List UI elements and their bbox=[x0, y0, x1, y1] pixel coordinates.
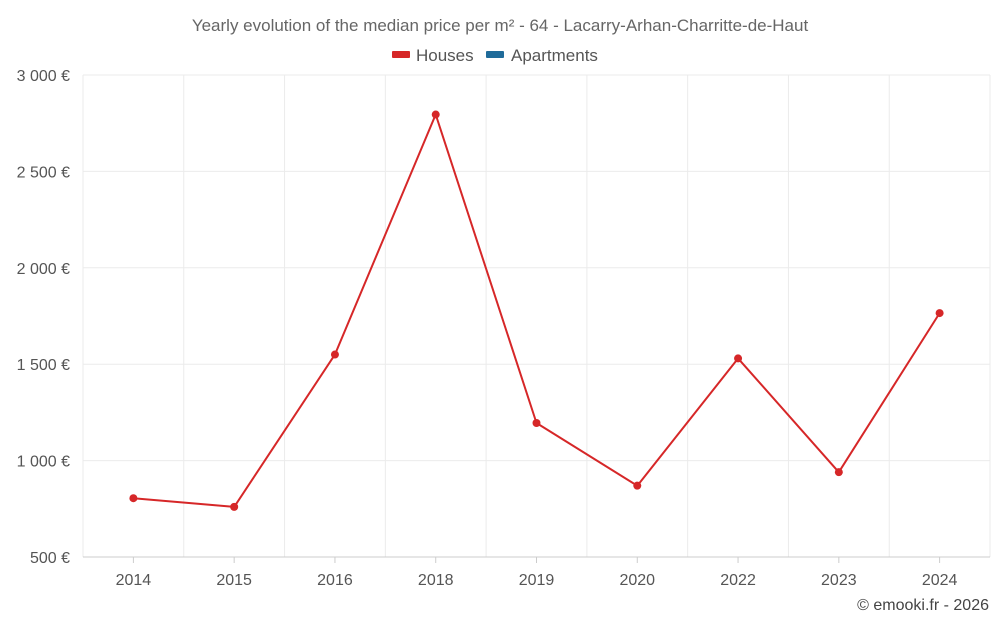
y-tick-label: 500 € bbox=[30, 550, 70, 567]
y-tick-label: 3 000 € bbox=[17, 68, 70, 85]
legend-item-houses[interactable]: Houses bbox=[392, 46, 474, 65]
houses-point-2020[interactable] bbox=[633, 481, 642, 490]
x-axis-ticks: 2014 2015 2016 2018 2019 2020 2022 2023 2024 bbox=[116, 557, 958, 589]
houses-point-2015[interactable] bbox=[230, 502, 239, 511]
legend: Houses Apartments bbox=[392, 46, 598, 65]
x-tick-label: 2024 bbox=[922, 572, 958, 589]
houses-point-2023[interactable] bbox=[834, 468, 843, 477]
credit-text: © emooki.fr - 2026 bbox=[857, 597, 989, 614]
x-tick-label: 2015 bbox=[216, 572, 252, 589]
y-tick-label: 1 000 € bbox=[17, 454, 70, 471]
houses-point-2022[interactable] bbox=[734, 354, 743, 363]
x-tick-label: 2018 bbox=[418, 572, 454, 589]
grid bbox=[82, 74, 991, 557]
y-tick-label: 2 000 € bbox=[17, 261, 70, 278]
x-tick-label: 2019 bbox=[519, 572, 555, 589]
y-tick-label: 1 500 € bbox=[17, 357, 70, 374]
chart-title: Yearly evolution of the median price per… bbox=[192, 16, 809, 35]
x-tick-label: 2022 bbox=[720, 572, 756, 589]
houses-point-2016[interactable] bbox=[330, 350, 339, 359]
x-tick-label: 2020 bbox=[619, 572, 655, 589]
series-houses bbox=[129, 110, 944, 511]
houses-point-2024[interactable] bbox=[935, 309, 944, 318]
x-tick-label: 2016 bbox=[317, 572, 353, 589]
legend-swatch-apartments bbox=[486, 51, 504, 58]
legend-item-apartments[interactable]: Apartments bbox=[486, 46, 598, 65]
x-tick-label: 2014 bbox=[116, 572, 152, 589]
x-tick-label: 2023 bbox=[821, 572, 857, 589]
legend-label-houses: Houses bbox=[416, 46, 474, 65]
y-axis-ticks: 500 € 1 000 € 1 500 € 2 000 € 2 500 € 3 000 € bbox=[17, 68, 70, 567]
houses-line bbox=[133, 113, 941, 508]
legend-swatch-houses bbox=[392, 51, 410, 58]
legend-label-apartments: Apartments bbox=[511, 46, 598, 65]
y-tick-label: 2 500 € bbox=[17, 164, 70, 181]
houses-point-2014[interactable] bbox=[129, 494, 138, 503]
houses-point-2018[interactable] bbox=[431, 110, 440, 119]
houses-point-2019[interactable] bbox=[532, 419, 541, 428]
